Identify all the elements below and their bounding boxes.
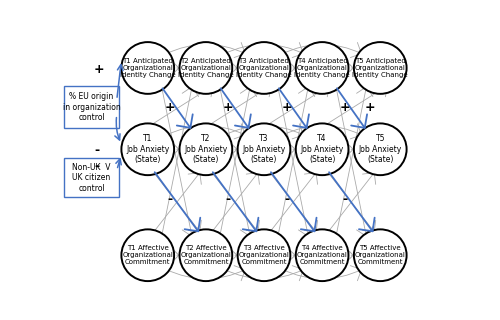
Text: T3 Affective
Organizational
Commitment: T3 Affective Organizational Commitment [238, 245, 290, 265]
Text: T4 Anticipated
Organizational
Identity Change: T4 Anticipated Organizational Identity C… [294, 58, 350, 78]
Ellipse shape [122, 229, 174, 281]
Text: -: - [95, 160, 100, 173]
Text: T5 Anticipated
Organizational
Identity Change: T5 Anticipated Organizational Identity C… [352, 58, 408, 78]
Text: +: + [281, 101, 292, 114]
Text: -: - [95, 144, 100, 157]
Ellipse shape [354, 229, 406, 281]
Text: +: + [364, 101, 375, 114]
Text: -: - [342, 193, 347, 206]
Ellipse shape [238, 42, 290, 94]
FancyBboxPatch shape [64, 158, 118, 197]
Ellipse shape [354, 42, 406, 94]
Ellipse shape [238, 124, 290, 175]
Ellipse shape [354, 124, 406, 175]
Text: +: + [165, 101, 175, 114]
Text: -: - [168, 193, 173, 206]
Text: +: + [223, 101, 234, 114]
Text: T1 Affective
Organizational
Commitment: T1 Affective Organizational Commitment [122, 245, 173, 265]
Text: T5 Affective
Organizational
Commitment: T5 Affective Organizational Commitment [355, 245, 406, 265]
Text: +: + [94, 63, 104, 76]
Ellipse shape [296, 42, 348, 94]
Ellipse shape [180, 42, 232, 94]
Text: T3
Job Anxiety
(State): T3 Job Anxiety (State) [242, 134, 286, 164]
Text: T5
Job Anxiety
(State): T5 Job Anxiety (State) [358, 134, 402, 164]
Text: T1 Anticipated
Organizational
Identity Change: T1 Anticipated Organizational Identity C… [120, 58, 176, 78]
Text: T1
Job Anxiety
(State): T1 Job Anxiety (State) [126, 134, 170, 164]
Ellipse shape [122, 42, 174, 94]
Text: T2 Affective
Organizational
Commitment: T2 Affective Organizational Commitment [180, 245, 232, 265]
Text: -: - [284, 193, 289, 206]
Ellipse shape [180, 229, 232, 281]
Ellipse shape [180, 124, 232, 175]
Text: T3 Anticipated
Organizational
Identity Change: T3 Anticipated Organizational Identity C… [236, 58, 292, 78]
Ellipse shape [296, 229, 348, 281]
Text: Non-UK  V
UK citizen
control: Non-UK V UK citizen control [72, 163, 111, 193]
Ellipse shape [296, 124, 348, 175]
Text: T2
Job Anxiety
(State): T2 Job Anxiety (State) [184, 134, 228, 164]
Text: T2 Anticipated
Organizational
Identity Change: T2 Anticipated Organizational Identity C… [178, 58, 234, 78]
Text: +: + [340, 101, 350, 114]
Ellipse shape [238, 229, 290, 281]
Text: % EU origin
in organization
control: % EU origin in organization control [62, 92, 120, 122]
Text: T4 Affective
Organizational
Commitment: T4 Affective Organizational Commitment [296, 245, 348, 265]
Text: T4
Job Anxiety
(State): T4 Job Anxiety (State) [300, 134, 344, 164]
Text: -: - [226, 193, 231, 206]
FancyBboxPatch shape [64, 86, 118, 128]
Ellipse shape [122, 124, 174, 175]
